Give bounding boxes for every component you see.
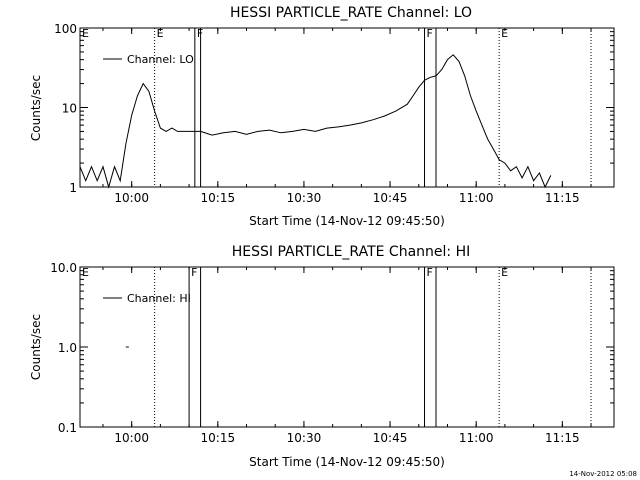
event-marker-group: E F F EE	[82, 27, 592, 187]
event-marker-label: F	[427, 266, 433, 279]
legend-label: Channel: HI	[127, 292, 191, 305]
x-tick-label: 11:15	[545, 191, 580, 205]
x-tick-label: 10:45	[373, 431, 408, 445]
x-tick-label: 11:00	[459, 191, 494, 205]
plot-frame	[79, 27, 615, 188]
axis-ticks-group: 10:00 10:15 10:30 10:45 11:00 11:15 0.1 1.0 10.0	[50, 261, 614, 445]
event-marker-label: F	[191, 266, 197, 279]
chart-title: HESSI PARTICLE_RATE Channel: HI	[232, 244, 470, 260]
data-series-group	[79, 54, 552, 189]
event-marker-label: E	[501, 266, 508, 279]
event-marker-group: F F EE	[82, 266, 592, 427]
legend-label: Channel: LO	[127, 53, 194, 66]
x-tick-label: 10:30	[287, 431, 322, 445]
x-tick-label: 10:45	[373, 191, 408, 205]
event-marker-label: E	[157, 27, 164, 40]
y-tick-label: 1	[69, 181, 77, 195]
y-tick-label: 10.0	[50, 261, 77, 275]
edge-marker-label: E	[82, 27, 89, 40]
edge-marker-label: E	[82, 266, 89, 279]
y-tick-label: 1.0	[58, 341, 77, 355]
x-tick-label: 10:00	[114, 431, 149, 445]
y-axis-label: Counts/sec	[29, 75, 43, 141]
legend: Channel: HI	[103, 292, 191, 305]
chart-title: HESSI PARTICLE_RATE Channel: LO	[230, 5, 472, 21]
x-tick-label: 10:00	[114, 191, 149, 205]
x-tick-label: 11:00	[459, 431, 494, 445]
event-marker-label: F	[197, 27, 203, 40]
x-tick-label: 11:15	[545, 431, 580, 445]
y-tick-label: 10	[62, 102, 77, 116]
event-marker-label: F	[427, 27, 433, 40]
y-tick-label: 100	[54, 22, 77, 36]
x-tick-label: 10:15	[201, 191, 236, 205]
x-tick-label: 10:15	[201, 431, 236, 445]
event-marker-label: E	[501, 27, 508, 40]
x-axis-label: Start Time (14-Nov-12 09:45:50)	[249, 455, 445, 469]
y-axis-label: Counts/sec	[29, 314, 43, 380]
footer-timestamp: 14-Nov-2012 05:08	[569, 470, 637, 478]
plot-frame	[79, 266, 615, 428]
chart-panel-lo: HESSI PARTICLE_RATE Channel: LO Counts/s…	[29, 5, 615, 228]
y-tick-label: 0.1	[58, 421, 77, 435]
legend: Channel: LO	[103, 53, 194, 66]
chart-panel-hi: HESSI PARTICLE_RATE Channel: HI Counts/s…	[29, 244, 615, 469]
axis-ticks-group: 10:00 10:15 10:30 10:45 11:00 11:15 1 10 100	[54, 22, 614, 205]
x-axis-label: Start Time (14-Nov-12 09:45:50)	[249, 214, 445, 228]
x-tick-label: 10:30	[287, 191, 322, 205]
data-series-line	[79, 54, 552, 189]
